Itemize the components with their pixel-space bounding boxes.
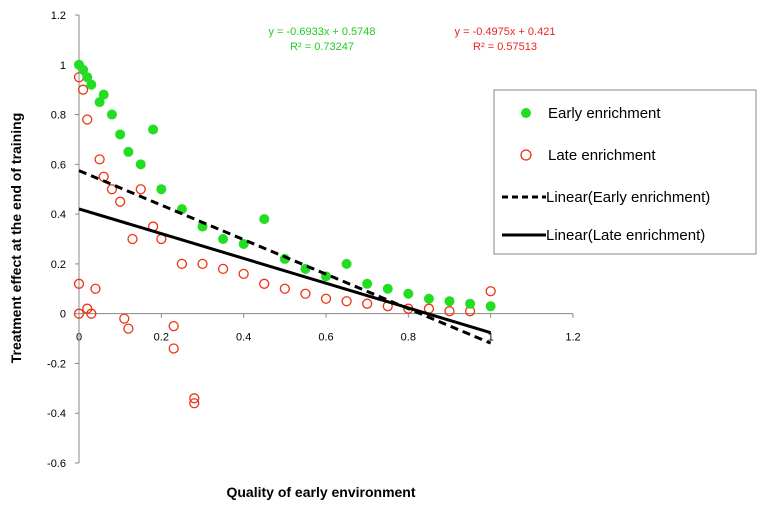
legend-marker-early	[521, 108, 531, 118]
x-tick-label: 1	[488, 332, 494, 344]
early-enrichment-point	[259, 214, 270, 225]
early-enrichment-point	[423, 293, 434, 304]
x-tick-label: 0.2	[154, 332, 169, 344]
late-enrichment-point	[259, 278, 270, 289]
legend-label-linear-early: Linear(Early enrichment)	[546, 189, 710, 206]
legend-marker-late	[520, 149, 532, 161]
y-axis-title: Treatment effect at the end of training	[8, 113, 24, 363]
late-enrichment-point	[300, 288, 311, 299]
legend-box	[493, 89, 757, 255]
late-enrichment-point	[238, 268, 249, 279]
legend-label-linear-late: Linear(Late enrichment)	[546, 227, 705, 244]
y-tick-label: 1	[60, 60, 66, 72]
early-enrichment-point	[238, 238, 249, 249]
late-enrichment-point	[485, 286, 496, 297]
y-tick-label: 0.2	[51, 259, 66, 271]
early-enrichment-point	[148, 124, 159, 135]
early-enrichment-point	[78, 64, 89, 75]
early-enrichment-point	[465, 298, 476, 309]
late-enrichment-point	[115, 196, 126, 207]
early-enrichment-point	[218, 234, 229, 244]
early-trendline-equation: y = -0.6933x + 0.5748	[268, 26, 375, 38]
late-enrichment-point	[77, 84, 89, 95]
early-trendline-r2: R² = 0.73247	[290, 41, 354, 53]
late-enrichment-points	[73, 72, 496, 409]
late-trendline-equation: y = -0.4975x + 0.421	[455, 26, 556, 38]
trendlines	[78, 169, 492, 345]
early-enrichment-points	[74, 59, 496, 312]
late-enrichment-point	[106, 184, 118, 195]
late-enrichment-point	[135, 184, 146, 195]
late-enrichment-point	[362, 298, 373, 309]
early-enrichment-point	[403, 288, 414, 299]
early-trendline	[78, 169, 492, 345]
early-enrichment-point	[106, 109, 117, 120]
late-enrichment-point	[320, 293, 332, 304]
y-tick-label: -0.6	[47, 458, 66, 470]
late-enrichment-point	[168, 343, 179, 354]
early-enrichment-point	[86, 79, 97, 90]
late-trendline	[78, 207, 492, 335]
x-axis-title: Quality of early environment	[226, 484, 415, 500]
early-enrichment-point	[382, 283, 393, 294]
late-enrichment-point	[82, 114, 93, 125]
y-tick-label: -0.2	[47, 358, 66, 370]
late-enrichment-point	[127, 233, 138, 245]
y-axis-ticks: -0.6 -0.4 -0.2 0 0.2 0.4 0.6 0.8 1 1.2	[47, 10, 79, 470]
late-enrichment-point	[86, 308, 97, 319]
y-tick-label: 0	[60, 309, 66, 321]
y-tick-label: 0.6	[51, 159, 66, 171]
x-tick-label: 0.6	[318, 332, 333, 344]
x-tick-label: 0.4	[236, 332, 251, 344]
late-enrichment-point	[444, 306, 455, 317]
y-tick-label: 1.2	[51, 10, 66, 22]
legend-label-early: Early enrichment	[548, 105, 661, 122]
early-enrichment-point	[135, 159, 146, 170]
late-enrichment-point	[90, 283, 101, 294]
y-tick-label: -0.4	[47, 408, 66, 420]
late-enrichment-point	[123, 323, 134, 334]
late-enrichment-point	[168, 320, 179, 332]
early-enrichment-point	[115, 129, 126, 140]
early-enrichment-point	[123, 146, 134, 157]
late-enrichment-point	[189, 393, 200, 404]
late-enrichment-point	[189, 398, 200, 409]
late-trendline-r2: R² = 0.57513	[473, 41, 537, 53]
early-enrichment-point	[444, 296, 455, 307]
late-enrichment-point	[217, 263, 229, 275]
x-tick-label: 0.8	[401, 332, 416, 344]
y-tick-label: 0.8	[51, 110, 66, 122]
late-enrichment-point	[279, 283, 290, 294]
early-enrichment-point	[362, 278, 373, 289]
early-enrichment-point	[485, 301, 496, 312]
late-enrichment-point	[73, 278, 85, 289]
late-enrichment-point	[197, 258, 208, 270]
legend: Early enrichment Late enrichment Linear(…	[493, 89, 757, 255]
early-enrichment-point	[156, 184, 167, 195]
legend-label-late: Late enrichment	[548, 147, 656, 164]
x-tick-label: 1.2	[565, 332, 580, 344]
late-enrichment-point	[176, 258, 188, 270]
late-enrichment-point	[119, 313, 130, 324]
x-axis-ticks: 00.20.40.60.811.2	[76, 313, 581, 344]
early-enrichment-point	[82, 72, 93, 83]
early-enrichment-point	[94, 97, 105, 108]
late-enrichment-point	[94, 154, 105, 165]
late-enrichment-point	[341, 296, 352, 307]
early-enrichment-point	[98, 89, 109, 100]
early-enrichment-point	[341, 258, 352, 269]
late-enrichment-point	[73, 308, 85, 319]
y-tick-label: 0.4	[51, 209, 66, 221]
